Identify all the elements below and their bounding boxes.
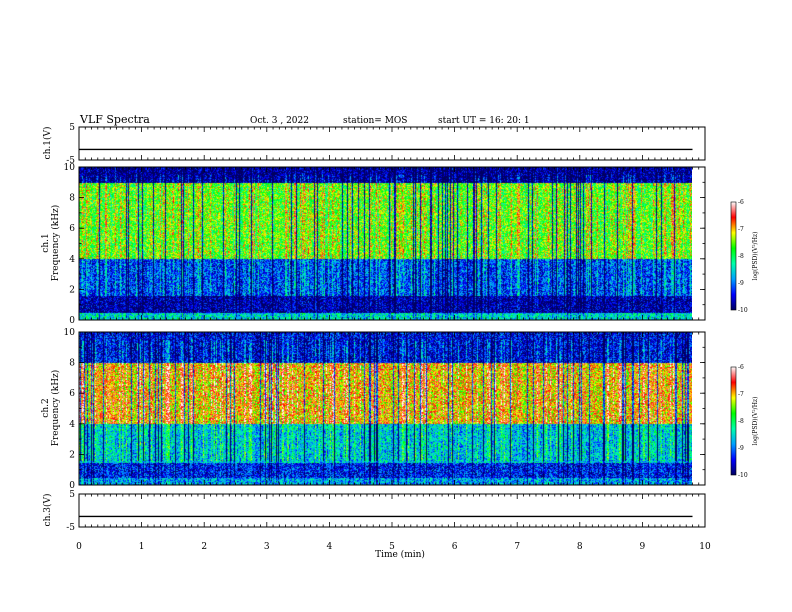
cb1-tick-label: -10 (738, 307, 748, 314)
cb2-tick-label: -10 (738, 472, 748, 479)
figure-title: VLF Spectra (79, 113, 150, 126)
x-tick-label: 2 (201, 542, 207, 552)
x-tick-label: 4 (327, 542, 333, 552)
y-tick-label: 2 (69, 450, 75, 460)
x-tick-label: 1 (139, 542, 145, 552)
cb2-tick-label: -9 (738, 445, 744, 452)
y-tick-label: 0 (69, 316, 75, 326)
y-tick-label: -5 (66, 156, 75, 166)
y-tick-label: 10 (64, 328, 76, 338)
ch1-voltage-ylabel: ch.1(V) (42, 127, 53, 160)
ch2-spectrogram-image (79, 332, 692, 485)
ch1-colorbar: -6 -7 -8 -9 -10 log(PSD)(V²/Hz) (730, 199, 759, 314)
header-station: station= MOS (343, 116, 407, 126)
x-tick-label: 3 (264, 542, 270, 552)
ch2-frequency-ylabel: Frequency (kHz) (50, 370, 61, 447)
x-tick-label: 5 (389, 542, 395, 552)
y-tick-label: 2 (69, 285, 75, 295)
ch1-frequency-ylabel: Frequency (kHz) (50, 205, 61, 282)
y-tick-label: 0 (69, 481, 75, 491)
y-tick-label: 8 (69, 194, 75, 204)
y-tick-label: 4 (69, 420, 75, 430)
y-tick-label: -5 (66, 523, 75, 533)
cb1-tick-label: -6 (738, 199, 744, 206)
ch3-voltage-ylabel: ch.3(V) (42, 494, 53, 527)
y-tick-label: 6 (69, 389, 75, 399)
x-tick-label: 8 (577, 542, 583, 552)
cb2-label: log(PSD)(V²/Hz) (752, 397, 759, 446)
cb2-tick-label: -8 (738, 418, 744, 425)
x-tick-label: 6 (452, 542, 458, 552)
cb1-tick-label: -8 (738, 253, 744, 260)
y-tick-label: 10 (64, 163, 76, 173)
y-tick-label: 8 (69, 359, 75, 369)
y-tick-label: 6 (69, 224, 75, 234)
header-date: Oct. 3 , 2022 (250, 116, 309, 126)
x-tick-label: 10 (699, 542, 711, 552)
cb2-tick-label: -6 (738, 364, 744, 371)
ch2-colorbar: -6 -7 -8 -9 -10 log(PSD)(V²/Hz) (730, 364, 759, 479)
y-tick-label: 5 (69, 123, 75, 133)
cb1-label: log(PSD)(V²/Hz) (752, 232, 759, 281)
ch1-channel-label: ch.1 (41, 233, 51, 252)
x-tick-label: 7 (514, 542, 520, 552)
x-tick-label: 9 (640, 542, 646, 552)
cb1-tick-label: -9 (738, 280, 744, 287)
header-start-time: start UT = 16: 20: 1 (438, 116, 530, 126)
y-tick-label: 5 (69, 490, 75, 500)
cb2-tick-label: -7 (738, 391, 744, 398)
y-tick-label: 4 (69, 255, 75, 265)
cb1-tick-label: -7 (738, 226, 744, 233)
ch1-spectrogram-image (79, 167, 692, 320)
x-axis-label: Time (min) (375, 549, 425, 560)
x-tick-label: 0 (76, 542, 82, 552)
ch2-channel-label: ch.2 (41, 398, 51, 417)
